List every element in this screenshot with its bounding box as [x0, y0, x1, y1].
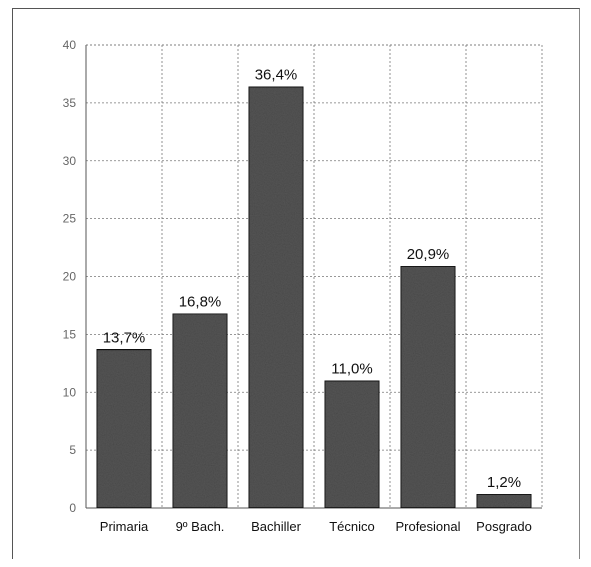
chart-frame [12, 8, 580, 559]
bar-0 [95, 348, 153, 509]
y-tick-label: 10 [63, 385, 77, 399]
y-tick-label: 5 [69, 443, 76, 457]
bar-5 [475, 493, 533, 509]
y-tick-label: 30 [63, 154, 77, 168]
y-tick-label: 20 [63, 270, 77, 284]
bars [95, 85, 533, 509]
y-tick-label: 40 [63, 38, 77, 52]
axes [85, 44, 543, 509]
labels: 0 5 10 15 20 25 30 35 40 13,7% Primaria 16,8% 9º Bac… [63, 38, 532, 534]
gridlines [86, 44, 542, 508]
y-tick-label: 0 [69, 501, 76, 515]
data-label: 13,7% [103, 329, 146, 346]
bar-3 [323, 379, 381, 509]
data-label: 20,9% [407, 246, 450, 263]
y-tick-label: 25 [63, 212, 77, 226]
data-label: 1,2% [487, 474, 521, 491]
bar-1 [171, 312, 229, 509]
category-label: Posgrado [476, 519, 532, 534]
bar-4 [399, 265, 457, 509]
y-tick-label: 15 [63, 327, 77, 341]
category-label: 9º Bach. [176, 519, 225, 534]
category-label: Primaria [100, 519, 149, 534]
category-label: Bachiller [251, 519, 302, 534]
data-label: 36,4% [255, 67, 298, 84]
y-tick-label: 35 [63, 96, 77, 110]
category-label: Profesional [395, 519, 460, 534]
category-label: Técnico [329, 519, 375, 534]
data-label: 11,0% [331, 361, 372, 378]
data-label: 16,8% [179, 294, 222, 311]
bar-2 [247, 85, 305, 509]
